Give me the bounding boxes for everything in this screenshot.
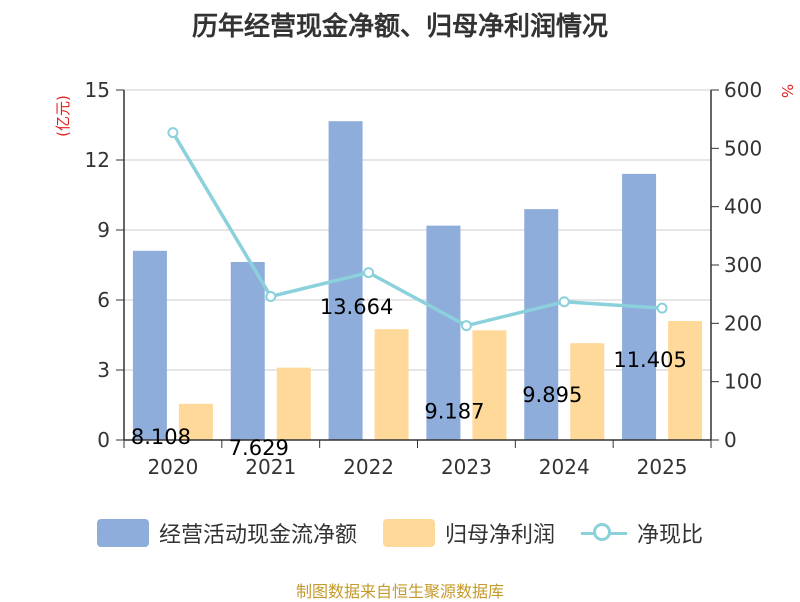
- left-axis-tick-label: 15: [85, 78, 110, 102]
- x-axis-tick-label: 2025: [637, 455, 688, 479]
- right-axis-tick-label: 200: [724, 311, 762, 335]
- bar-net-profit: [178, 403, 213, 440]
- line-cash-ratio: [171, 131, 663, 328]
- bar-operating-cash-flow: [524, 209, 559, 440]
- right-axis-tick-label: 0: [724, 428, 737, 452]
- label-layer: 8.108 7.629 13.664 9.187 9.895 11.405: [131, 295, 687, 460]
- right-axis-tick-label: 100: [724, 370, 762, 394]
- legend-swatch-net-profit: [382, 519, 435, 547]
- right-axis-tick-label: 500: [724, 136, 762, 160]
- left-axis-tick-label: 0: [97, 428, 110, 452]
- data-label-operating-cash-flow: 8.108: [131, 425, 191, 449]
- axis-layer: 0 3 6 9 12 15 0 100 200 300 400 500 600 2020 2021 2022 2…: [85, 78, 763, 479]
- left-axis-unit: (亿元): [54, 95, 72, 137]
- x-axis-tick-label: 2024: [539, 455, 590, 479]
- legend-label-net-profit: 归母净利润: [444, 523, 555, 548]
- bar-net-profit: [374, 329, 409, 440]
- data-label-operating-cash-flow: 9.187: [424, 400, 484, 424]
- bar-operating-cash-flow: [230, 261, 265, 440]
- point-cash-ratio: [167, 127, 179, 139]
- data-label-operating-cash-flow: 7.629: [229, 436, 289, 460]
- x-axis-tick-label: 2023: [441, 455, 492, 479]
- left-axis-tick-label: 9: [97, 218, 110, 242]
- legend-item-net-profit[interactable]: 归母净利润: [382, 517, 555, 549]
- source-note: 制图数据来自恒生聚源数据库: [295, 582, 504, 601]
- legend-item-cash-ratio[interactable]: 净现比: [581, 517, 703, 549]
- x-axis-tick-label: 2020: [147, 455, 198, 479]
- legend-swatch-operating-cash-flow: [96, 519, 149, 547]
- legend-item-operating-cash-flow[interactable]: 经营活动现金流净额: [96, 517, 357, 549]
- chart-title: 历年经营现金净额、归母净利润情况: [191, 12, 608, 42]
- data-label-operating-cash-flow: 11.405: [613, 348, 686, 372]
- bar-operating-cash-flow: [132, 250, 167, 440]
- data-label-operating-cash-flow: 9.895: [522, 383, 582, 407]
- right-axis-unit: %: [778, 84, 796, 98]
- legend: 经营活动现金流净额 归母净利润 净现比: [0, 517, 800, 549]
- point-cash-ratio: [460, 320, 472, 332]
- bar-net-profit: [570, 343, 605, 440]
- left-axis-tick-label: 3: [97, 358, 110, 382]
- left-axis-tick-label: 12: [85, 148, 110, 172]
- x-axis-tick-label: 2021: [245, 455, 296, 479]
- right-axis-tick-label: 400: [724, 195, 762, 219]
- legend-line-icon: [581, 519, 627, 547]
- point-cash-ratio: [656, 302, 668, 314]
- bar-net-profit: [472, 330, 507, 440]
- legend-label-operating-cash-flow: 经营活动现金流净额: [158, 523, 357, 548]
- data-label-operating-cash-flow: 13.664: [320, 295, 393, 319]
- line-layer: [167, 127, 668, 332]
- bar-operating-cash-flow: [426, 225, 461, 440]
- bar-net-profit: [668, 321, 703, 440]
- point-cash-ratio: [363, 267, 375, 279]
- bar-net-profit: [276, 367, 311, 440]
- right-axis-tick-label: 600: [724, 78, 762, 102]
- legend-label-cash-ratio: 净现比: [637, 523, 704, 548]
- bar-layer: [132, 121, 703, 440]
- left-axis-tick-label: 6: [97, 288, 110, 312]
- right-axis-tick-label: 300: [724, 253, 762, 277]
- point-cash-ratio: [558, 296, 570, 308]
- point-cash-ratio: [265, 291, 277, 302]
- x-axis-tick-label: 2022: [343, 455, 394, 479]
